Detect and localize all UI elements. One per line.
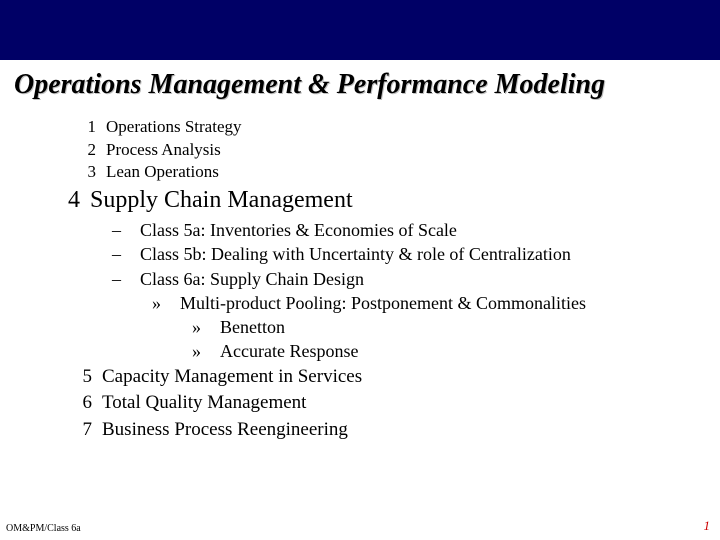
list-subitem: – Class 5b: Dealing with Uncertainty & r… bbox=[0, 242, 720, 266]
list-item: 6 Total Quality Management bbox=[0, 390, 720, 417]
page-number: 1 bbox=[704, 518, 711, 534]
list-subsubitem: » Multi-product Pooling: Postponement & … bbox=[0, 291, 720, 315]
item-number: 3 bbox=[0, 161, 96, 184]
list-item: 2 Process Analysis bbox=[0, 139, 720, 162]
list-item: 3 Lean Operations bbox=[0, 161, 720, 184]
list-item: 1 Operations Strategy bbox=[0, 116, 720, 139]
slide-content: 1 Operations Strategy 2 Process Analysis… bbox=[0, 112, 720, 444]
subitem-label: Class 6a: Supply Chain Design bbox=[130, 267, 364, 291]
item-number: 7 bbox=[0, 417, 92, 444]
item-number: 4 bbox=[0, 184, 80, 218]
item-label: Operations Strategy bbox=[96, 116, 242, 139]
bullet-dash: – bbox=[0, 242, 130, 266]
item-label: Total Quality Management bbox=[92, 390, 306, 417]
item-label: Supply Chain Management bbox=[80, 184, 353, 218]
list-subsubsubitem: » Benetton bbox=[0, 315, 720, 339]
navy-top-bar bbox=[0, 0, 720, 60]
list-item-emphasis: 4 Supply Chain Management bbox=[0, 184, 720, 218]
subitem-label: Class 5a: Inventories & Economies of Sca… bbox=[130, 218, 457, 242]
list-item: 7 Business Process Reengineering bbox=[0, 417, 720, 444]
item-number: 6 bbox=[0, 390, 92, 417]
subsubsubitem-label: Benetton bbox=[210, 315, 285, 339]
list-item: 5 Capacity Management in Services bbox=[0, 364, 720, 391]
item-number: 2 bbox=[0, 139, 96, 162]
footer-left: OM&PM/Class 6a bbox=[6, 523, 81, 534]
subsubsubitem-label: Accurate Response bbox=[210, 339, 358, 363]
bullet-raquo: » bbox=[0, 339, 210, 363]
list-subsubsubitem: » Accurate Response bbox=[0, 339, 720, 363]
bullet-dash: – bbox=[0, 218, 130, 242]
list-subitem: – Class 5a: Inventories & Economies of S… bbox=[0, 218, 720, 242]
item-label: Lean Operations bbox=[96, 161, 219, 184]
item-label: Process Analysis bbox=[96, 139, 221, 162]
item-label: Capacity Management in Services bbox=[92, 364, 362, 391]
subsubitem-label: Multi-product Pooling: Postponement & Co… bbox=[170, 291, 586, 315]
bullet-dash: – bbox=[0, 267, 130, 291]
item-number: 5 bbox=[0, 364, 92, 391]
slide: Operations Management & Performance Mode… bbox=[0, 0, 720, 540]
item-label: Business Process Reengineering bbox=[92, 417, 348, 444]
list-subitem: – Class 6a: Supply Chain Design bbox=[0, 267, 720, 291]
slide-title: Operations Management & Performance Mode… bbox=[0, 60, 720, 112]
subitem-label: Class 5b: Dealing with Uncertainty & rol… bbox=[130, 242, 571, 266]
bullet-raquo: » bbox=[0, 315, 210, 339]
item-number: 1 bbox=[0, 116, 96, 139]
bullet-raquo: » bbox=[0, 291, 170, 315]
